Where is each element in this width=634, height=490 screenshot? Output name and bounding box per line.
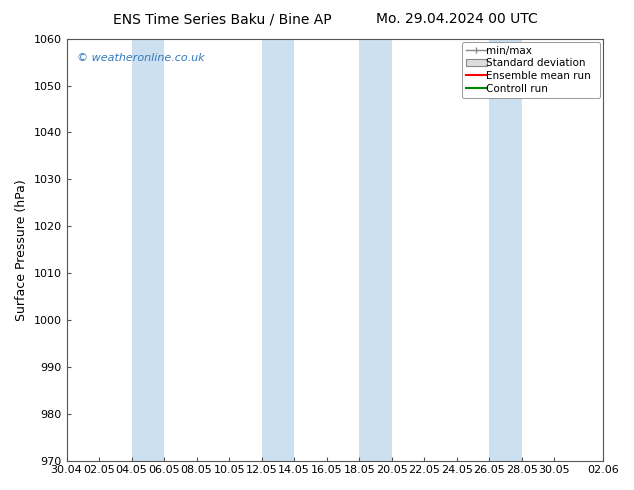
Text: ENS Time Series Baku / Bine AP: ENS Time Series Baku / Bine AP <box>113 12 331 26</box>
Text: Mo. 29.04.2024 00 UTC: Mo. 29.04.2024 00 UTC <box>375 12 538 26</box>
Legend: min/max, Standard deviation, Ensemble mean run, Controll run: min/max, Standard deviation, Ensemble me… <box>462 42 600 98</box>
Bar <box>603 39 634 461</box>
Text: © weatheronline.co.uk: © weatheronline.co.uk <box>77 53 205 63</box>
Y-axis label: Surface Pressure (hPa): Surface Pressure (hPa) <box>15 179 28 320</box>
Bar <box>359 39 392 461</box>
Bar <box>489 39 522 461</box>
Bar <box>262 39 294 461</box>
Bar <box>132 39 164 461</box>
